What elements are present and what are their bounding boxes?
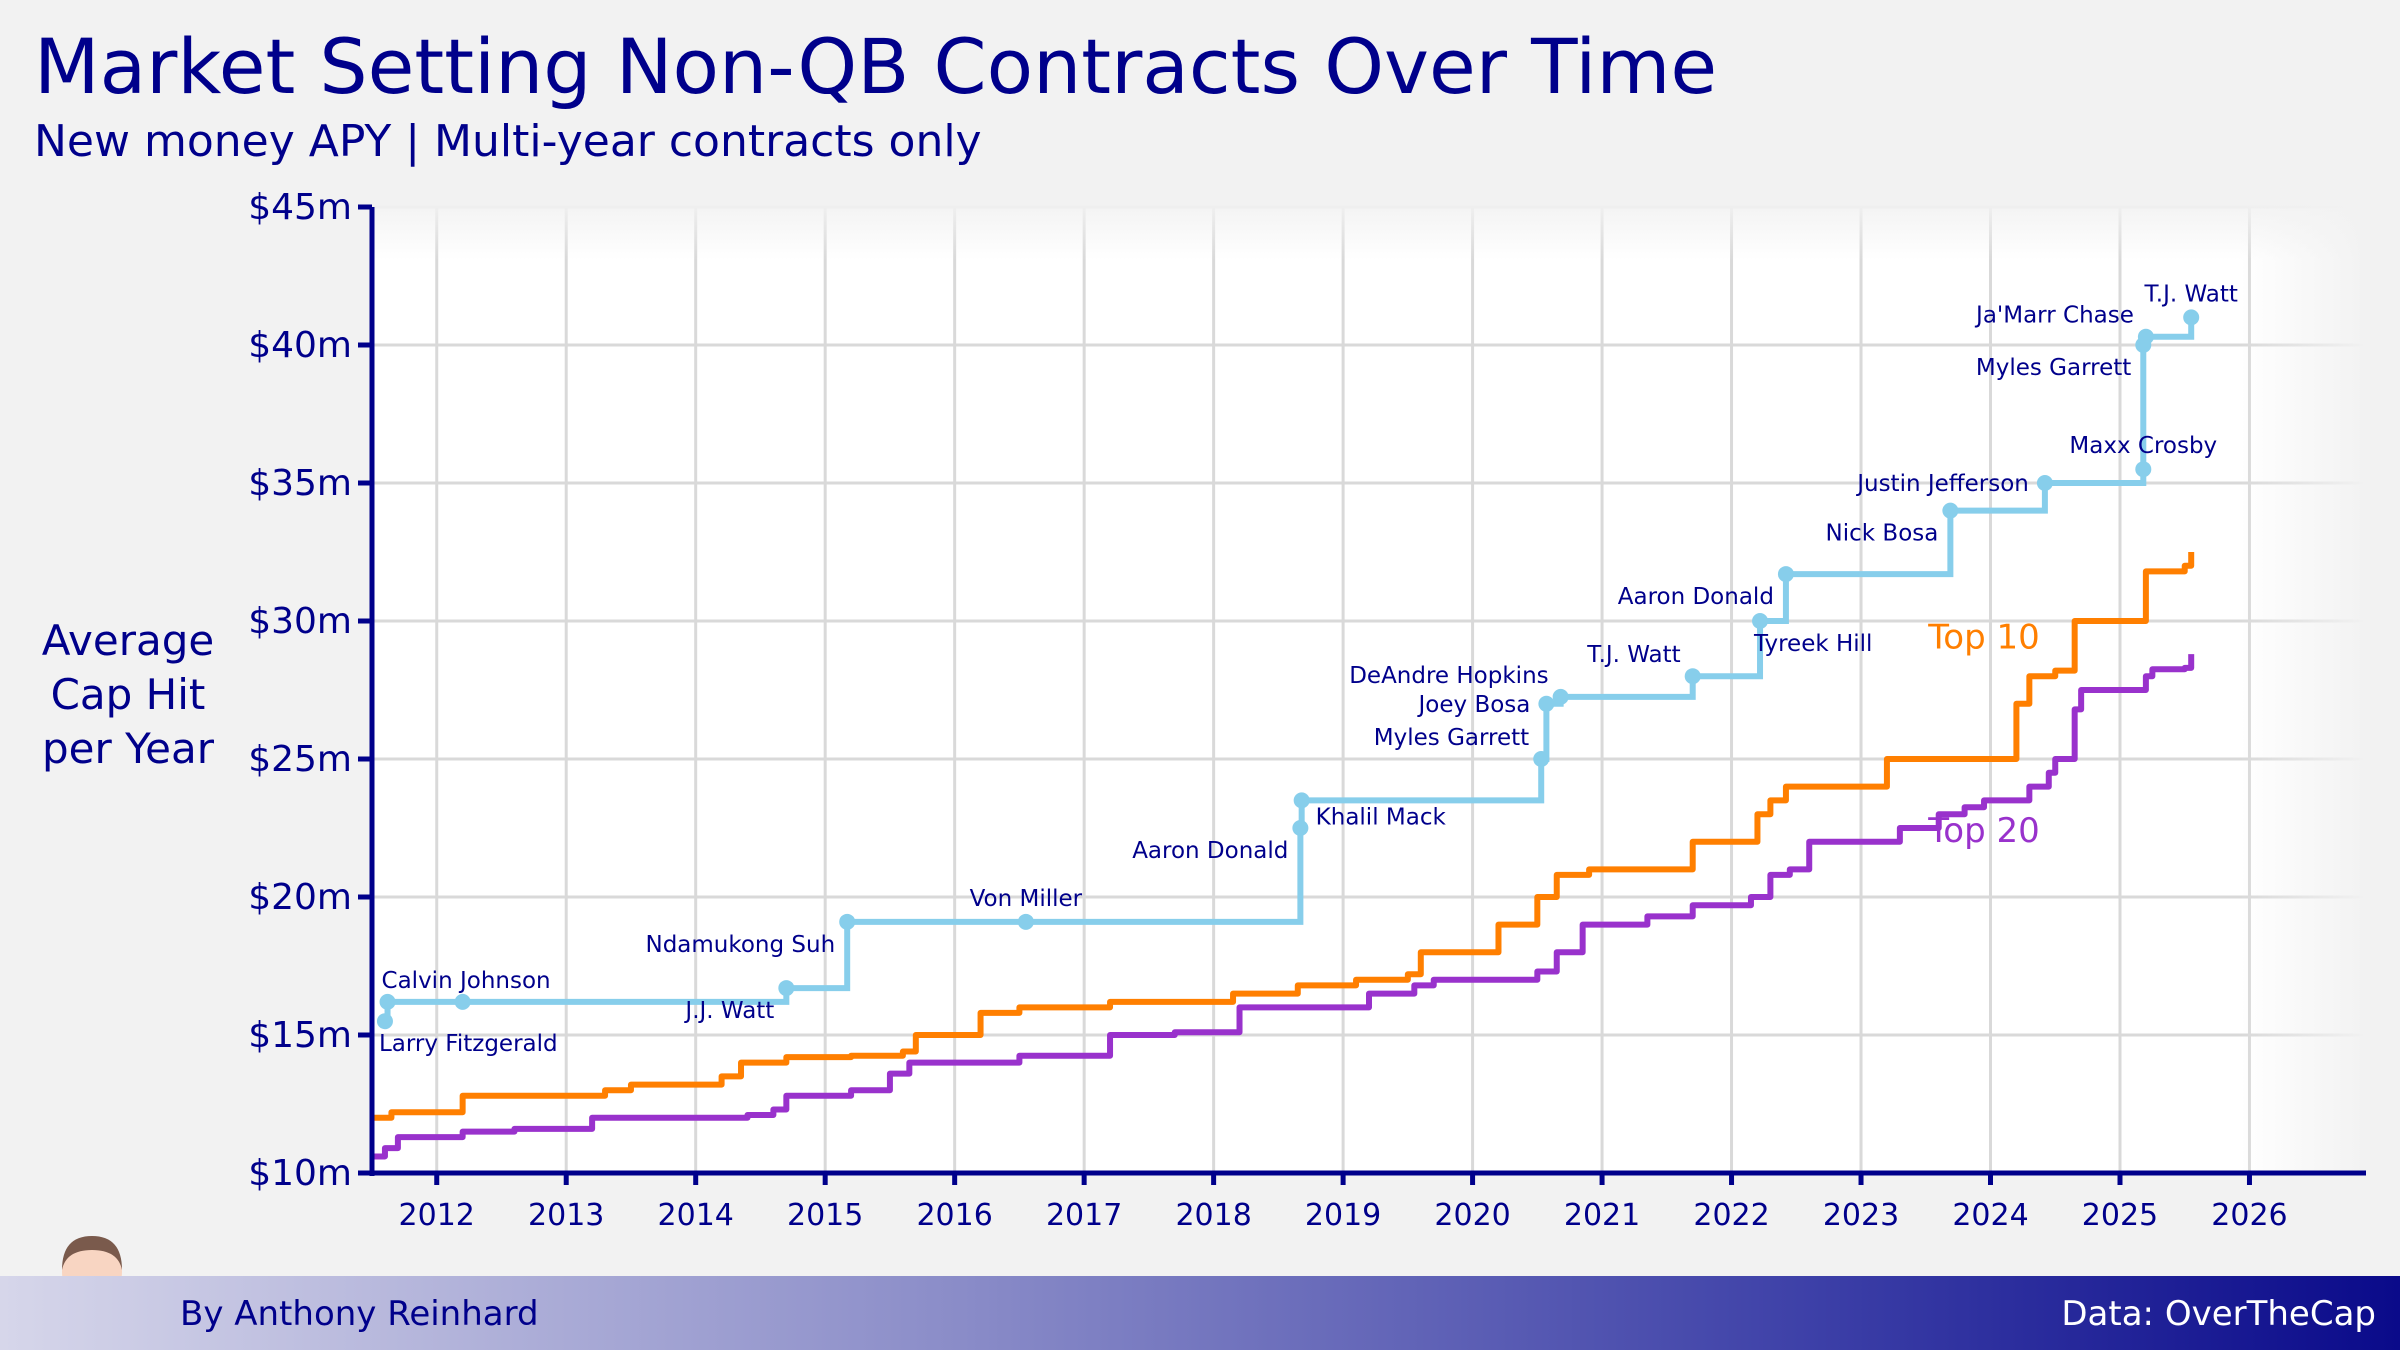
record-holder-label: Nick Bosa — [1826, 521, 1939, 547]
record-point — [2137, 328, 2154, 345]
record-point — [2135, 461, 2152, 478]
x-tick-label: 2013 — [528, 1198, 604, 1233]
record-holder-label: J.J. Watt — [683, 998, 774, 1024]
record-point — [1533, 751, 1550, 767]
record-point — [1538, 695, 1555, 712]
record-holder-label: Myles Garrett — [1374, 725, 1529, 751]
record-holder-label: Myles Garrett — [1976, 355, 2131, 381]
y-tick-label: $30m — [248, 601, 352, 642]
series-line-top-10 — [372, 552, 2195, 1121]
record-point — [1017, 913, 1034, 930]
record-holder-label: Ndamukong Suh — [645, 932, 835, 958]
x-tick-label: 2022 — [1693, 1198, 1769, 1233]
y-tick-label: $20m — [248, 877, 352, 918]
record-point — [379, 993, 396, 1010]
y-axis-label: Cap Hit — [51, 670, 206, 719]
record-holder-label: T.J. Watt — [1586, 642, 1680, 668]
y-tick-label: $35m — [248, 463, 352, 504]
record-point — [1552, 688, 1569, 705]
y-tick-label: $15m — [248, 1015, 352, 1056]
record-holder-label: Aaron Donald — [1132, 838, 1288, 864]
plot-background — [372, 207, 2366, 1173]
x-tick-label: 2015 — [787, 1198, 863, 1233]
chart-subtitle: New money APY | Multi-year contracts onl… — [34, 116, 982, 167]
footer-bar: By Anthony Reinhard Data: OverTheCap — [0, 1276, 2400, 1350]
record-point — [778, 980, 795, 997]
record-holder-label: Aaron Donald — [1618, 584, 1774, 610]
record-point — [839, 913, 856, 930]
record-point — [1752, 613, 1769, 629]
data-source: Data: OverTheCap — [2061, 1294, 2376, 1334]
y-tick-label: $45m — [248, 187, 352, 228]
record-point — [376, 1013, 393, 1030]
y-axis-label: per Year — [42, 724, 215, 773]
x-tick-label: 2016 — [916, 1198, 992, 1233]
x-tick-label: 2021 — [1564, 1198, 1640, 1233]
x-tick-label: 2019 — [1305, 1198, 1381, 1233]
x-tick-label: 2026 — [2211, 1198, 2287, 1233]
record-point — [2183, 309, 2200, 326]
plot-fade-right — [2240, 200, 2366, 1173]
x-tick-label: 2017 — [1046, 1198, 1122, 1233]
series-annotation: Top 20 — [1927, 811, 2039, 851]
record-point — [1293, 792, 1310, 809]
x-tick-label: 2025 — [2082, 1198, 2158, 1233]
record-holder-label: Larry Fitzgerald — [379, 1031, 558, 1057]
record-point — [1777, 566, 1794, 583]
record-point — [1684, 668, 1701, 685]
series-annotation: Top 10 — [1927, 618, 2039, 658]
series-line-top-20 — [372, 654, 2195, 1160]
y-axis-label: Average — [42, 616, 214, 665]
series-layer — [372, 309, 2200, 1160]
x-tick-label: 2024 — [1952, 1198, 2028, 1233]
record-point — [2036, 475, 2053, 491]
x-tick-label: 2018 — [1175, 1198, 1251, 1233]
axes: $10m $15m $20m $25m $30m $35m $40m $45m 2012 2013… — [42, 187, 2366, 1233]
record-holder-label: Justin Jefferson — [1855, 471, 2029, 497]
record-point — [454, 993, 471, 1010]
labels-layer: Larry Fitzgerald Calvin Johnson J.J. Watt N… — [379, 281, 2238, 1057]
y-tick-label: $10m — [248, 1153, 352, 1194]
x-tick-label: 2014 — [658, 1198, 734, 1233]
record-holder-label: Maxx Crosby — [2069, 433, 2217, 459]
record-holder-label: DeAndre Hopkins — [1349, 663, 1548, 689]
byline: By Anthony Reinhard — [180, 1294, 539, 1334]
record-holder-label: Von Miller — [970, 886, 1083, 912]
record-holder-label: Khalil Mack — [1316, 804, 1447, 830]
x-tick-label: 2012 — [399, 1198, 475, 1233]
x-tick-label: 2020 — [1434, 1198, 1510, 1233]
y-tick-label: $40m — [248, 325, 352, 366]
record-holder-label: Ja'Marr Chase — [1974, 303, 2134, 329]
record-point — [1292, 820, 1309, 836]
chart-title: Market Setting Non-QB Contracts Over Tim… — [34, 22, 1718, 111]
record-holder-label: T.J. Watt — [2143, 281, 2237, 307]
record-point — [1942, 502, 1959, 519]
x-tick-label: 2023 — [1823, 1198, 1899, 1233]
record-holder-label: Tyreek Hill — [1753, 631, 1872, 657]
plot-fade-top — [372, 200, 2366, 260]
record-holder-label: Joey Bosa — [1417, 692, 1531, 718]
y-tick-label: $25m — [248, 739, 352, 780]
record-holder-label: Calvin Johnson — [382, 968, 551, 994]
